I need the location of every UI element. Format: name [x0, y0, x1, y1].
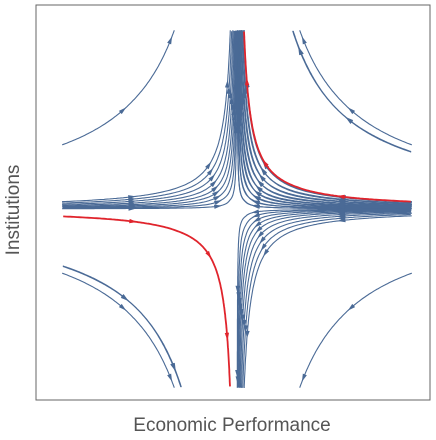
stream-arrow — [301, 36, 307, 45]
stream-arrow — [260, 167, 267, 175]
streamline — [62, 30, 236, 208]
stream-arrow — [255, 225, 263, 233]
stream-arrow — [224, 79, 230, 88]
streamline — [62, 30, 175, 146]
stream-arrow — [337, 217, 346, 223]
stream-arrow — [206, 167, 214, 176]
stream-arrow — [212, 190, 220, 197]
y-axis-label: Institutions — [3, 165, 24, 256]
streamline — [240, 30, 412, 206]
streamline — [243, 215, 412, 388]
streamline — [236, 30, 411, 210]
stream-arrow — [226, 86, 231, 94]
streamline — [237, 209, 412, 388]
stream-arrow — [170, 362, 176, 371]
stream-arrow — [205, 161, 212, 170]
stream-arrow — [253, 195, 261, 202]
stream-arrow — [257, 179, 265, 187]
streamline — [242, 30, 411, 205]
stream-arrow — [213, 195, 221, 201]
stream-arrow — [254, 190, 262, 197]
stream-arrow — [118, 303, 127, 311]
stream-arrow — [244, 77, 250, 86]
stream-arrow — [213, 204, 222, 209]
stream-arrow — [253, 216, 261, 223]
stream-arrow — [254, 221, 262, 228]
stream-arrow — [255, 185, 263, 193]
stream-arrow — [345, 117, 354, 124]
stream-arrow — [257, 231, 265, 239]
streamline — [237, 209, 412, 388]
streamline — [62, 30, 237, 209]
stream-arrow — [213, 200, 223, 205]
stream-arrow — [242, 319, 247, 328]
stream-arrow — [301, 373, 307, 382]
stream-arrow — [128, 195, 137, 200]
x-axis-label: Economic Performance — [133, 415, 330, 436]
stream-arrow — [260, 243, 267, 251]
streamline — [292, 30, 412, 153]
stream-arrow — [167, 373, 173, 382]
streamline — [62, 31, 238, 210]
stream-arrow — [347, 303, 356, 311]
stream-arrow — [263, 248, 270, 257]
stream-arrow — [224, 332, 230, 341]
streamline — [238, 210, 412, 388]
streamline — [237, 30, 412, 209]
stream-arrow — [208, 174, 216, 182]
streamline — [236, 208, 411, 388]
streamline — [61, 30, 231, 203]
stream-arrow — [205, 250, 212, 259]
streamline — [237, 30, 412, 209]
streamline — [240, 212, 412, 388]
stream-arrow — [211, 185, 219, 193]
stream-arrow — [252, 212, 261, 218]
streamline — [242, 213, 411, 388]
stream-arrow — [336, 194, 345, 200]
streamline — [238, 30, 412, 208]
stream-arrow — [120, 294, 129, 301]
stream-arrow — [259, 236, 266, 244]
streamline — [299, 30, 412, 146]
streamline — [299, 272, 412, 388]
streamline — [62, 31, 233, 204]
stream-arrow — [167, 36, 173, 45]
stream-arrow — [209, 179, 217, 188]
streamline — [62, 30, 237, 209]
stream-arrow — [251, 204, 260, 209]
stream-arrow — [240, 314, 246, 323]
stream-arrow — [251, 209, 260, 214]
stream-arrow — [228, 90, 233, 99]
plot-frame — [35, 4, 431, 401]
streamline — [62, 265, 182, 388]
stream-arrow — [298, 47, 304, 56]
stream-arrow — [245, 330, 250, 339]
stream-arrow — [259, 174, 266, 182]
stream-arrow — [252, 200, 261, 206]
stream-arrow — [243, 325, 249, 334]
streamline — [62, 272, 175, 388]
stream-arrow — [118, 107, 127, 115]
stream-arrow — [129, 218, 138, 224]
stream-arrow — [347, 107, 356, 115]
streamline — [62, 30, 234, 205]
stream-arrow — [262, 159, 269, 168]
highlighted-trajectories-group — [63, 31, 411, 387]
